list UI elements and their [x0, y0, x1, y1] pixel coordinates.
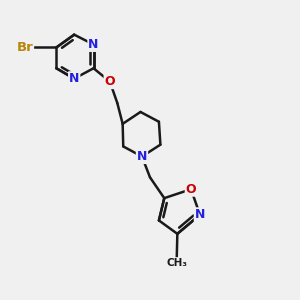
Text: CH₃: CH₃: [166, 258, 187, 268]
Text: N: N: [88, 38, 99, 51]
Text: N: N: [195, 208, 205, 221]
Text: O: O: [105, 75, 115, 88]
Text: N: N: [69, 72, 80, 85]
Text: Br: Br: [17, 41, 34, 54]
Text: O: O: [186, 183, 196, 196]
Text: N: N: [137, 150, 147, 163]
